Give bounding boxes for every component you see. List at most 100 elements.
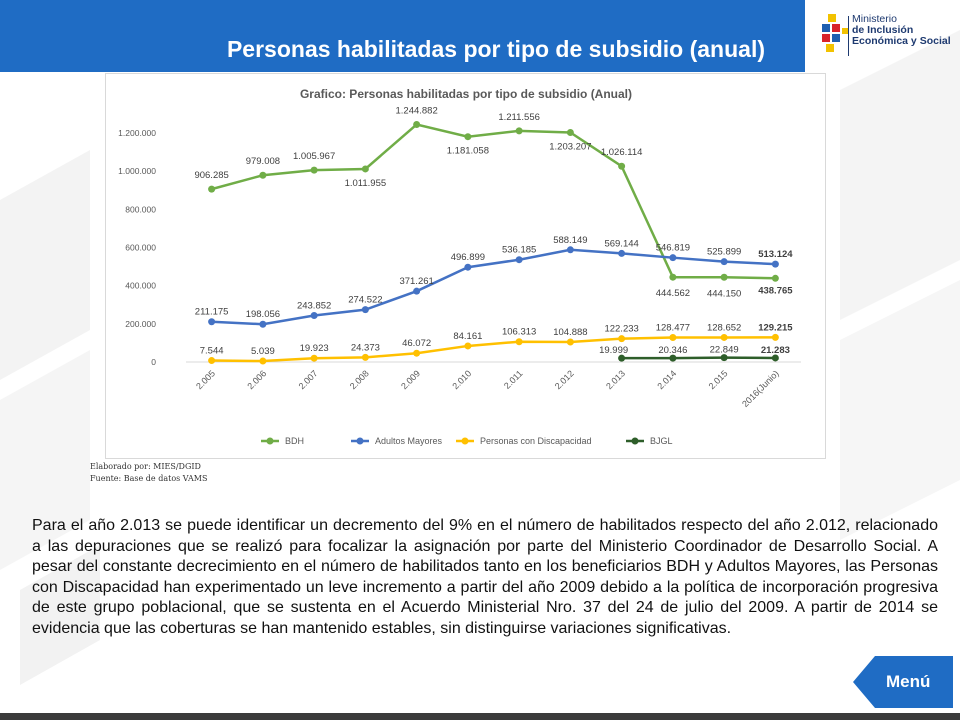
data-label: 274.522 [348,295,382,306]
data-label: 20.346 [658,345,687,356]
legend-marker [266,437,274,445]
data-label: 1.005.967 [293,151,335,162]
data-label: 46.072 [402,338,431,349]
y-tick-label: 400.000 [125,281,156,291]
menu-button[interactable] [853,656,953,708]
data-label: 24.373 [351,342,380,353]
data-point [259,320,267,328]
chart-title: Grafico: Personas habilitadas por tipo d… [300,87,632,101]
data-point [618,335,626,343]
data-point [515,256,523,264]
data-point [618,162,626,170]
data-point [310,166,318,174]
data-point [413,349,421,357]
x-tick-label: 2.005 [194,368,217,391]
data-label: 979.008 [246,156,280,167]
data-point [618,249,626,257]
data-point [361,353,369,361]
line-chart: Grafico: Personas habilitadas por tipo d… [118,87,801,446]
data-point [566,338,574,346]
data-label: 513.124 [758,249,793,260]
data-point [515,127,523,135]
data-label: 1.026.114 [601,147,643,158]
data-point [361,306,369,314]
data-label: 122.233 [604,324,638,335]
data-label: 444.562 [656,288,690,299]
data-point [464,133,472,141]
data-label: 444.150 [707,288,741,299]
page-title: Personas habilitadas por tipo de subsidi… [226,36,765,62]
x-tick-label: 2.011 [502,368,525,391]
data-label: 536.185 [502,245,536,256]
data-label: 5.039 [251,346,275,357]
data-label: 496.899 [451,252,485,263]
x-tick-label: 2.015 [707,368,730,391]
data-label: 198.056 [246,309,280,320]
data-label: 84.161 [453,331,482,342]
legend-label: Adultos Mayores [375,436,443,446]
data-point [669,354,677,362]
data-point [259,357,267,365]
data-label: 128.477 [656,322,690,333]
data-label: 19.923 [300,343,329,354]
x-tick-label: 2.013 [604,368,627,391]
data-label: 546.819 [656,243,690,254]
data-point [208,185,216,193]
data-point [771,354,779,362]
chart-container: Grafico: Personas habilitadas por tipo d… [105,73,826,459]
x-tick-label: 2.014 [655,368,678,391]
y-tick-label: 0 [151,357,156,367]
data-point [720,333,728,341]
x-tick-label: 2.010 [450,368,473,391]
data-label: 1.211.556 [498,112,540,123]
legend-marker [461,437,469,445]
footer-bar [0,713,960,720]
x-tick-label: 2.012 [553,368,576,391]
data-point [669,273,677,281]
y-tick-label: 200.000 [125,319,156,329]
data-label: 104.888 [553,327,587,338]
data-point [720,258,728,266]
data-point [464,342,472,350]
x-tick-label: 2.009 [399,368,422,391]
data-label: 371.261 [399,276,433,287]
data-label: 906.285 [194,170,228,181]
analysis-paragraph: Para el año 2.013 se puede identificar u… [32,517,938,637]
data-label: 438.765 [758,285,793,296]
series-line-personas-con-discapacidad [211,336,776,363]
data-label: 243.852 [297,300,331,311]
series-line-adultos-mayores [211,248,776,326]
logo-line-2: de Inclusión [852,24,914,36]
data-label: 22.849 [710,345,739,356]
data-label: 1.244.882 [395,106,437,117]
data-point [771,333,779,341]
data-point [310,311,318,319]
data-point [720,354,728,362]
menu-button-label[interactable]: Menú [886,672,931,691]
logo-line-3: Económica y Social [852,35,951,47]
series-line-bjgl [621,356,776,360]
data-label: 1.011.955 [345,178,387,189]
data-label: 1.181.058 [447,146,489,157]
data-label: 19.999 [599,345,628,356]
legend-marker [356,437,364,445]
data-point [208,318,216,326]
data-point [618,354,626,362]
data-point [771,274,779,282]
data-point [413,121,421,129]
x-tick-label: 2.008 [348,368,371,391]
legend-marker [631,437,639,445]
chart-source: Elaborado por: MIES/DGID Fuente: Base de… [90,461,207,485]
data-label: 1.203.207 [549,141,591,152]
legend-label: Personas con Discapacidad [480,436,592,446]
data-label: 211.175 [195,307,229,318]
data-point [720,273,728,281]
data-point [669,333,677,341]
data-label: 588.149 [553,235,587,246]
y-tick-label: 1.000.000 [118,166,156,176]
data-label: 106.313 [502,327,536,338]
source-elaborated-by: Elaborado por: MIES/DGID [90,462,201,471]
data-label: 7.544 [200,346,224,357]
data-point [515,338,523,346]
